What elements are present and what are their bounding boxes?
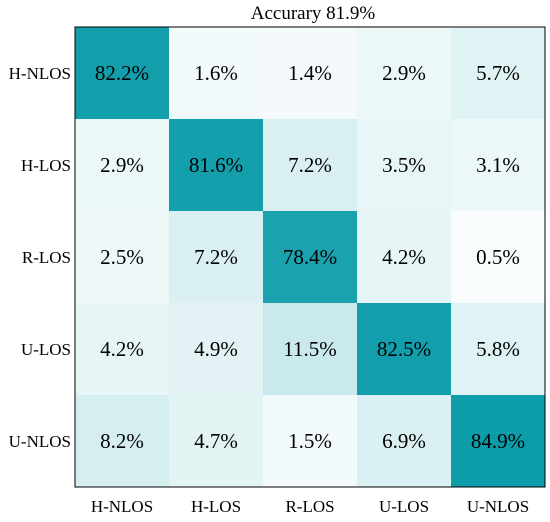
cell-value-label: 1.4% [288,61,332,85]
heatmap-cell [357,27,451,119]
row-tick-label: H-LOS [21,156,71,175]
cell-value-label: 5.8% [476,337,520,361]
heatmap-cell [357,303,451,395]
column-tick-label: U-LOS [379,497,429,516]
cell-value-label: 5.7% [476,61,520,85]
heatmap-cell [263,119,357,211]
heatmap-cell [169,395,263,487]
heatmap-cell [263,27,357,119]
heatmap-cell [451,211,545,303]
heatmap-cell [451,119,545,211]
cell-value-label: 2.5% [100,245,144,269]
cell-value-label: 7.2% [194,245,238,269]
cell-value-label: 81.6% [189,153,243,177]
heatmap-cell [357,395,451,487]
row-tick-label: U-NLOS [9,432,71,451]
heatmap-cell [169,27,263,119]
column-tick-label: H-NLOS [91,497,153,516]
heatmap-cells [75,27,545,487]
heatmap-cell [263,303,357,395]
column-tick-label: U-NLOS [467,497,529,516]
cell-value-label: 6.9% [382,429,426,453]
heatmap-cell [263,211,357,303]
heatmap-cell [169,211,263,303]
row-tick-label: H-NLOS [9,64,71,83]
heatmap-cell [451,303,545,395]
heatmap-cell [75,119,169,211]
cell-value-label: 2.9% [100,153,144,177]
cell-value-label: 4.9% [194,337,238,361]
cell-value-label: 84.9% [471,429,525,453]
heatmap-cell [357,211,451,303]
cell-value-label: 8.2% [100,429,144,453]
cell-value-label: 78.4% [283,245,337,269]
heatmap-cell [75,211,169,303]
heatmap-cell [357,119,451,211]
cell-value-label: 4.2% [100,337,144,361]
cell-value-label: 2.9% [382,61,426,85]
row-tick-label: U-LOS [21,340,71,359]
heatmap-cell-labels: 82.2% 1.6% 1.4% 2.9% 5.7% 2.9% 81.6% 7.2% 3.5% 3.… [95,61,525,453]
chart-title: Accurary 81.9% [251,3,376,24]
cell-value-label: 11.5% [283,337,336,361]
row-tick-label: R-LOS [22,248,71,267]
plot-frame [74,26,546,488]
heatmap-cell [75,395,169,487]
cell-value-label: 1.6% [194,61,238,85]
cell-value-label: 0.5% [476,245,520,269]
cell-value-label: 7.2% [288,153,332,177]
cell-value-label: 3.5% [382,153,426,177]
heatmap-cell [75,27,169,119]
cell-value-label: 82.5% [377,337,431,361]
column-tick-label: H-LOS [191,497,241,516]
cell-value-label: 3.1% [476,153,520,177]
column-tick-labels: H-NLOS H-LOS R-LOS U-LOS U-NLOS [91,497,529,516]
heatmap-cell [169,119,263,211]
cell-value-label: 4.2% [382,245,426,269]
heatmap-cell [169,303,263,395]
heatmap-cell [263,395,357,487]
heatmap-cell [75,303,169,395]
cell-value-label: 4.7% [194,429,238,453]
cell-value-label: 1.5% [288,429,332,453]
heatmap-cell [451,27,545,119]
column-tick-label: R-LOS [285,497,334,516]
cell-value-label: 82.2% [95,61,149,85]
row-tick-labels: H-NLOS H-LOS R-LOS U-LOS U-NLOS [9,64,71,451]
heatmap-cell [451,395,545,487]
